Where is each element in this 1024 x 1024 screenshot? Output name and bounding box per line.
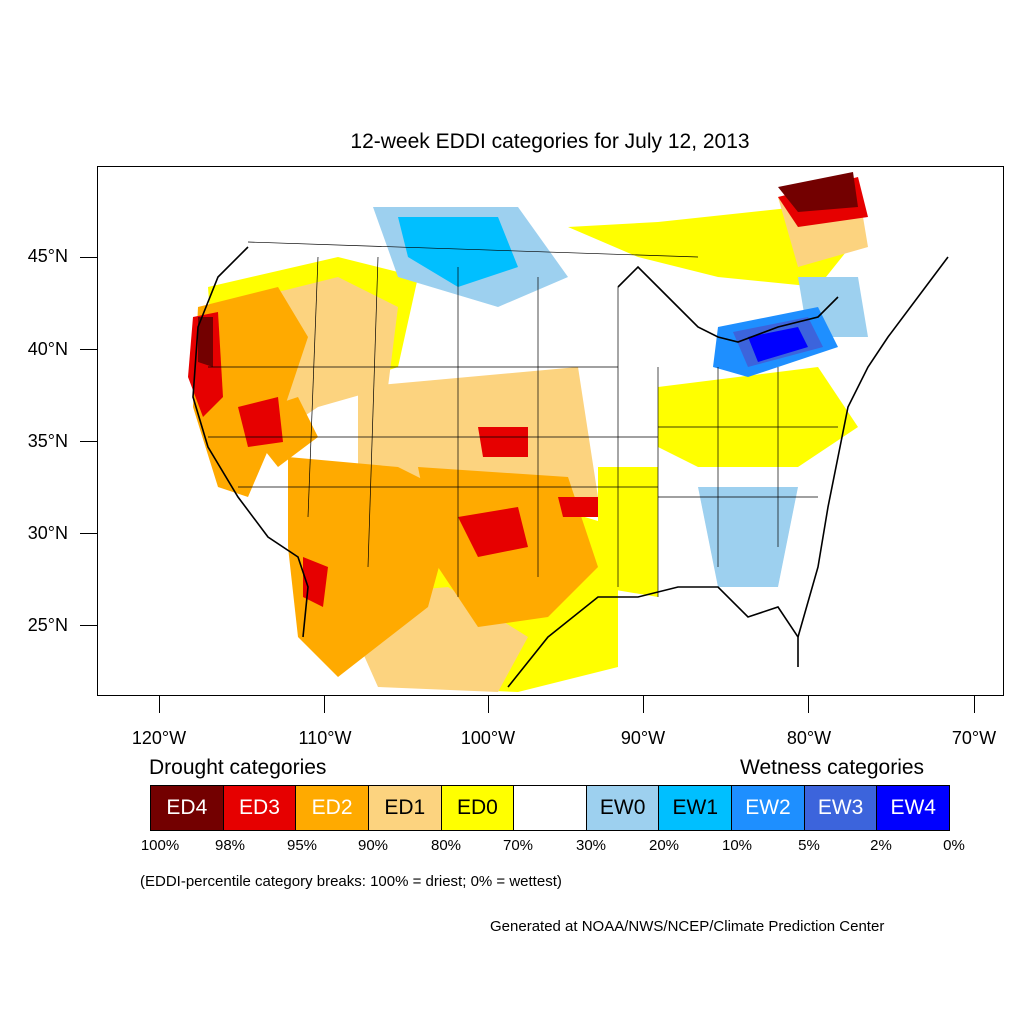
percent-break-label: 98% [214,837,246,854]
ed3-region-nevada [238,397,283,447]
lat-label-40n: 40°N [27,339,68,359]
credit-line: Generated at NOAA/NWS/NCEP/Climate Predi… [490,918,885,935]
lon-label-110w: 110°W [298,728,352,748]
legend-cell-ed0: ED0 [441,786,515,830]
ew0-region-southeast [698,487,798,587]
percent-break-label: 2% [870,837,892,854]
wetness-categories-heading: Wetness categories [740,756,925,779]
chart-title: 12-week EDDI categories for July 12, 201… [350,130,750,153]
ew1-region-north [398,217,518,287]
west-coast-line [192,246,309,638]
percent-break-label: 20% [648,837,680,854]
lon-label-100w: 100°W [460,728,516,748]
category-breaks-note: (EDDI-percentile category breaks: 100% =… [140,873,562,890]
lon-tick [808,696,809,713]
legend-cell-ew2: EW2 [732,786,805,830]
lon-tick [159,696,160,713]
coastlines [192,246,949,688]
ed2-region-west [193,287,308,497]
ed0-region-south [598,467,658,597]
lat-label-35n: 35°N [27,431,68,451]
ed2-region-southwest [288,457,458,677]
percent-break-label: 5% [798,837,820,854]
percent-break-label: 70% [502,837,534,854]
lon-label-80w: 80°W [786,728,832,748]
ed0-region-east [658,367,858,467]
percent-break-label: 95% [286,837,318,854]
ed3-region-oklahoma [558,497,598,517]
lat-label-25n: 25°N [27,615,68,635]
gulf-coast-line [507,586,799,688]
percent-break-label: 100% [140,837,180,854]
legend-color-bar: ED4 ED3 ED2 ED1 ED0 EW0 EW1 EW2 EW3 EW4 [150,785,950,831]
legend-cell-ew0: EW0 [586,786,660,830]
lon-label-70w: 70°W [951,728,997,748]
ew4-region-newyork [748,327,808,362]
ed3-region-kansas [478,427,528,457]
legend-cell-ed3: ED3 [223,786,297,830]
ed0-region-north [568,207,858,287]
eddi-map [188,172,949,692]
legend-cell-ed1: ED1 [368,786,442,830]
percent-break-label: 30% [575,837,607,854]
ed3-region-texas [458,507,528,557]
drought-categories-heading: Drought categories [149,756,327,779]
lon-tick [974,696,975,713]
ed3-region-baja [303,557,328,607]
legend-cell-neutral [514,786,587,830]
east-coast-line [797,256,949,638]
legend-cell-ed4: ED4 [151,786,224,830]
lon-label-90w: 90°W [620,728,666,748]
state-boundaries [208,241,838,597]
map-panel [97,166,1004,696]
lat-tick [80,533,97,534]
ed4-region-quebec [778,172,858,212]
lat-label-30n: 30°N [27,523,68,543]
lat-tick [80,349,97,350]
lat-tick [80,257,97,258]
lat-label-45n: 45°N [27,246,68,266]
legend-cell-ew4: EW4 [877,786,950,830]
lon-tick [643,696,644,713]
ed4-region-oregon [198,317,213,367]
lon-label-120w: 120°W [131,728,187,748]
percent-break-label: 90% [357,837,389,854]
lat-tick [80,441,97,442]
category-fields [188,172,868,692]
legend-cell-ew1: EW1 [659,786,733,830]
lat-tick [80,625,97,626]
great-lakes-line [617,265,839,343]
percent-break-label: 80% [430,837,462,854]
legend-cell-ew3: EW3 [804,786,878,830]
legend-cell-ed2: ED2 [296,786,369,830]
percent-break-label: 10% [721,837,753,854]
percent-break-label: 0% [943,837,965,854]
lon-tick [324,696,325,713]
lon-tick [488,696,489,713]
